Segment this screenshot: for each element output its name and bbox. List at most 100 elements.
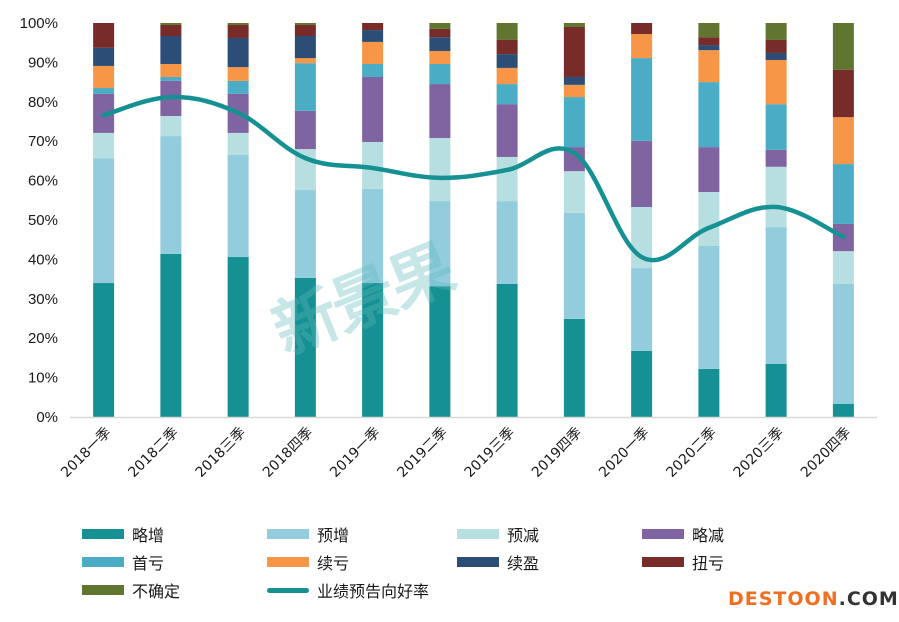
y-tick-label: 10%: [28, 370, 58, 387]
bar-segment-预减: [832, 251, 854, 284]
y-tick-label: 60%: [28, 173, 58, 190]
bar-segment-预增: [160, 136, 182, 254]
bar-segment-续亏: [563, 84, 585, 98]
bar-segment-首亏: [227, 80, 249, 94]
legend-label: 续亏: [317, 554, 350, 573]
legend-item: 不确定: [82, 579, 180, 601]
bar-segment-续亏: [698, 50, 720, 83]
legend-item: 预减: [457, 523, 539, 545]
bar-segment-略增: [294, 277, 316, 417]
bar-segment-首亏: [698, 82, 720, 148]
bar-segment-略减: [362, 76, 384, 142]
bar-segment-扭亏: [631, 23, 653, 35]
bar-segment-续亏: [429, 50, 451, 64]
legend-line-swatch: [267, 587, 309, 593]
x-tick-label: 2019三季: [462, 425, 518, 481]
line-业绩预告向好率: [101, 94, 846, 263]
x-axis: 2018一季 2018二季 2018三季 2018四季 2019一季 2019二季 2019…: [58, 425, 854, 481]
bar-segment-续盈: [429, 37, 451, 51]
bar-segment-预减: [227, 132, 249, 155]
legend-label: 预减: [507, 526, 540, 545]
bar-segment-扭亏: [429, 28, 451, 38]
legend-label: 业绩预告向好率: [317, 582, 430, 601]
bar-segment-首亏: [765, 104, 787, 150]
bar-stack: [227, 23, 249, 417]
bar-stack: [362, 23, 384, 417]
bar-segment-略减: [563, 147, 585, 172]
bar-segment-预增: [832, 283, 854, 404]
y-axis: 0% 10% 20% 30% 40% 50% 60% 70% 80% 90% 100%: [20, 15, 58, 426]
brand-part-1: DESTOON: [728, 588, 839, 610]
x-tick-label: 2020一季: [596, 425, 652, 481]
bar-segment-首亏: [429, 63, 451, 85]
bar-segment-续亏: [631, 34, 653, 59]
x-tick-label: 2019二季: [394, 425, 450, 481]
bar-stack: [294, 23, 316, 417]
legend: 略增 预增 预减 略减 首亏 续亏 续盈 扭亏 不确定 业绩预告向好率: [82, 523, 725, 613]
x-tick-label: 2020四季: [798, 425, 854, 481]
bar-segment-续盈: [160, 36, 182, 64]
legend-item: 略增: [82, 523, 164, 545]
bar-segment-略增: [362, 283, 384, 417]
bar-segment-略增: [93, 283, 115, 417]
bar-segment-预增: [698, 246, 720, 369]
y-tick-label: 50%: [28, 212, 58, 229]
bar-segment-不确定: [227, 23, 249, 25]
y-tick-label: 100%: [20, 15, 58, 32]
bar-segment-不确定: [698, 23, 720, 38]
bar-segment-首亏: [832, 164, 854, 224]
legend-label: 略减: [692, 526, 725, 545]
x-tick-label: 2018二季: [125, 425, 181, 481]
legend-color-swatch: [267, 557, 309, 567]
legend-color-swatch: [82, 585, 124, 595]
bar-segment-续亏: [294, 58, 316, 64]
bar-segment-续盈: [698, 45, 720, 51]
bar-segment-略增: [160, 253, 182, 417]
bar-segment-略增: [698, 368, 720, 417]
bar-segment-略减: [698, 147, 720, 193]
bar-segment-续亏: [93, 65, 115, 89]
bar-segment-预增: [294, 190, 316, 278]
bar-segment-扭亏: [563, 26, 585, 77]
bar-segment-预增: [429, 201, 451, 287]
bar-segment-不确定: [496, 23, 518, 40]
bar-segment-首亏: [563, 97, 585, 148]
x-tick-label: 2018一季: [58, 425, 114, 481]
bar-segment-预增: [93, 158, 115, 284]
bar-segment-扭亏: [227, 24, 249, 38]
legend-item: 续亏: [267, 551, 349, 573]
legend-label: 续盈: [507, 554, 540, 573]
bar-segment-续亏: [160, 63, 182, 77]
bar-segment-首亏: [496, 84, 518, 105]
legend-item: 续盈: [457, 551, 539, 573]
legend-label: 略增: [132, 526, 165, 545]
stacked-bar-chart: 0%10%20%30%40%50%60%70%80%90%100% 新景果 20…: [20, 15, 877, 481]
bar-stack: [93, 23, 115, 417]
bar-segment-扭亏: [93, 23, 115, 48]
bar-segment-首亏: [93, 88, 115, 94]
bar-segment-略增: [429, 286, 451, 417]
y-tick-label: 80%: [28, 94, 58, 111]
bar-segment-首亏: [631, 58, 653, 141]
bar-segment-首亏: [294, 63, 316, 111]
bar-segment-扭亏: [160, 24, 182, 37]
legend-color-swatch: [457, 557, 499, 567]
bar-segment-扭亏: [294, 24, 316, 37]
bar-segment-略增: [832, 403, 854, 417]
bar-segment-续亏: [832, 117, 854, 165]
x-tick-label: 2019一季: [327, 425, 383, 481]
bar-segment-续盈: [294, 36, 316, 59]
legend-item: 首亏: [82, 551, 164, 573]
bar-segment-略减: [294, 110, 316, 150]
legend-item: 预增: [267, 523, 349, 545]
bar-segment-续亏: [227, 67, 249, 81]
bar-segment-略减: [765, 149, 787, 167]
y-tick-label: 20%: [28, 330, 58, 347]
bar-segment-续盈: [227, 37, 249, 68]
bar-stack: [496, 23, 518, 417]
bar-segment-不确定: [294, 23, 316, 25]
bar-stack: [765, 23, 787, 417]
x-tick-label: 2020二季: [663, 425, 719, 481]
bar-segment-预增: [631, 268, 653, 351]
bars-group: [93, 23, 854, 417]
